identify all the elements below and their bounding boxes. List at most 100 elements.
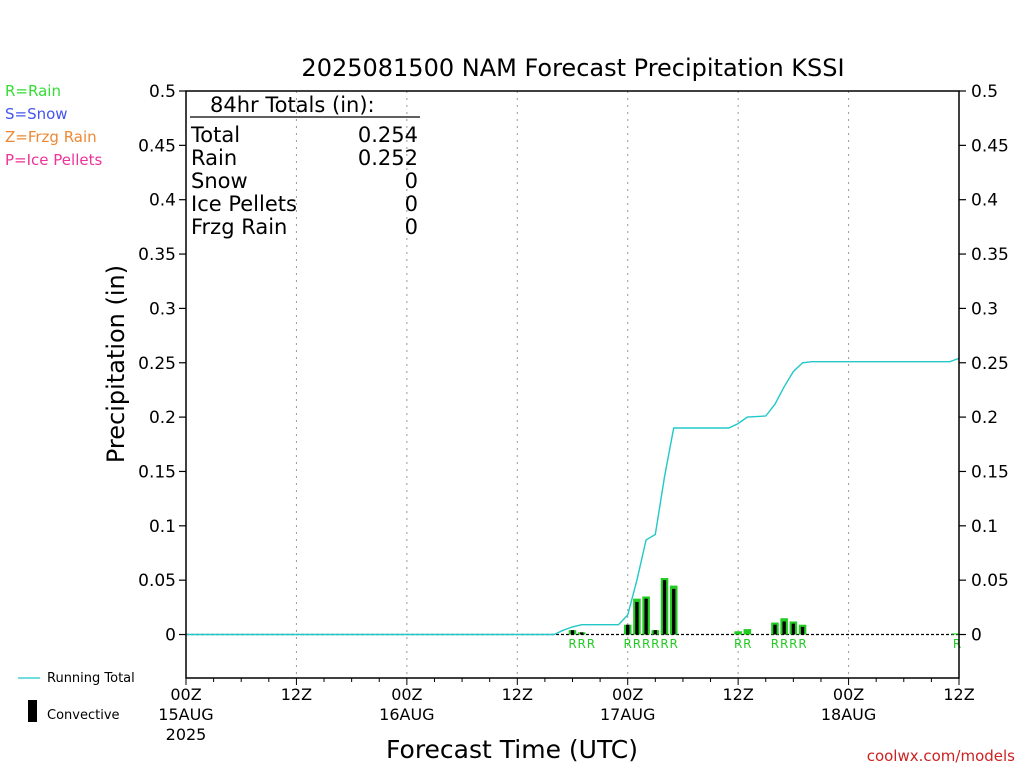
x-axis-label: Forecast Time (UTC) [386, 735, 638, 764]
precip-bar [734, 631, 742, 635]
running-total-line [186, 357, 960, 636]
y-tick-label: 0.25 [138, 354, 176, 374]
y-tick-label: 0.4 [971, 191, 998, 211]
ptype-label: R [660, 637, 668, 651]
x-tick-date: 17AUG [600, 705, 655, 724]
convective-bar [635, 601, 639, 635]
y-tick-label: 0.45 [138, 136, 176, 156]
y-tick-label: 0.05 [971, 571, 1009, 591]
precip-bars [568, 577, 959, 635]
running-total-series [186, 357, 960, 636]
ptype-label: R [734, 637, 742, 651]
x-tick-date: 18AUG [821, 705, 876, 724]
totals-row-label: Ice Pellets [191, 192, 297, 216]
bottom-legend: Running Total Convective [18, 671, 135, 723]
y-tick-label: 0.1 [971, 517, 998, 537]
totals-row-label: Total [190, 123, 240, 147]
x-tick-date: 16AUG [379, 705, 434, 724]
y-tick-label: 0.5 [971, 82, 998, 102]
y-tick-label: 0.1 [149, 517, 176, 537]
ptype-legend-item: R=Rain [5, 82, 61, 100]
convective-legend-label: Convective [47, 708, 120, 723]
ptype-legend-item: Z=Frzg Rain [5, 128, 97, 146]
x-tick-date: 15AUG [158, 705, 213, 724]
totals-row-label: Rain [191, 146, 237, 170]
y-tick-label: 0.45 [971, 136, 1009, 156]
x-tick-label: 00Z [612, 685, 643, 704]
x-tick-year: 2025 [166, 725, 207, 744]
totals-row-value: 0 [405, 169, 418, 193]
x-tick-label: 00Z [833, 685, 864, 704]
ptype-label: R [587, 637, 595, 651]
totals-row-label: Snow [191, 169, 248, 193]
ptype-label: R [651, 637, 659, 651]
convective-bar [800, 626, 805, 635]
y-tick-label: 0.15 [138, 462, 176, 482]
ptype-legend-item: P=Ice Pellets [5, 151, 102, 169]
x-tick-label: 12Z [502, 685, 533, 704]
x-tick-label: 12Z [943, 685, 974, 704]
y-tick-label: 0.2 [149, 408, 176, 428]
ptype-label: R [743, 637, 751, 651]
totals-box: 84hr Totals (in): Total 0.254 Rain 0.252 Sno… [190, 93, 420, 239]
ptype-legend: R=Rain S=Snow Z=Frzg Rain P=Ice Pellets [5, 82, 102, 169]
convective-bar [644, 598, 648, 635]
totals-row-value: 0 [405, 215, 418, 239]
convective-bar [672, 588, 676, 635]
totals-header: 84hr Totals (in): [210, 93, 375, 117]
ptype-label: R [633, 637, 641, 651]
convective-bar [580, 632, 584, 635]
convective-bar [662, 580, 667, 635]
convective-legend-swatch [28, 700, 37, 722]
watermark: coolwx.com/models [867, 747, 1015, 765]
ptype-label: R [578, 637, 586, 651]
ptype-label: R [670, 637, 678, 651]
plot-frame [185, 90, 960, 679]
precip-bar [951, 633, 959, 635]
y-tick-label: 0.15 [971, 462, 1009, 482]
y-tick-label: 0.35 [971, 245, 1009, 265]
totals-row-value: 0.252 [358, 146, 418, 170]
x-tick-label: 12Z [281, 685, 312, 704]
y-tick-label: 0 [165, 626, 176, 646]
convective-bar [773, 624, 777, 635]
ptype-label: R [953, 637, 961, 651]
chart-title: 2025081500 NAM Forecast Precipitation KS… [301, 54, 844, 82]
ptype-label: R [798, 637, 806, 651]
y-axis-right: 0 0.05 0.1 0.15 0.2 0.25 0.3 0.35 0.4 0.45 0.5 [959, 82, 1009, 646]
y-tick-label: 0.3 [149, 299, 176, 319]
y-tick-label: 0 [971, 626, 982, 646]
convective-bar [653, 630, 657, 635]
ptype-label: R [789, 637, 797, 651]
x-tick-label: 12Z [722, 685, 753, 704]
y-axis-left: 0 0.05 0.1 0.15 0.2 0.25 0.3 0.35 0.4 0.45 0.5 [138, 82, 186, 646]
y-axis-label: Precipitation (in) [102, 265, 130, 463]
convective-bar [782, 621, 786, 635]
running-total-legend-label: Running Total [47, 671, 135, 686]
y-tick-label: 0.25 [971, 354, 1009, 374]
totals-row-value: 0.254 [358, 123, 418, 147]
totals-row-label: Frzg Rain [191, 215, 287, 239]
y-tick-label: 0.5 [149, 82, 176, 102]
precip-bar [743, 629, 752, 635]
y-tick-label: 0.05 [138, 571, 176, 591]
convective-bar [791, 623, 796, 635]
convective-bar [626, 624, 630, 635]
ptype-label: R [624, 637, 632, 651]
x-tick-label: 00Z [391, 685, 422, 704]
ptype-label: R [642, 637, 650, 651]
ptype-label: R [780, 637, 788, 651]
convective-bar [570, 630, 575, 635]
ptype-legend-item: S=Snow [5, 105, 68, 123]
ptype-label: R [771, 637, 779, 651]
totals-row-value: 0 [405, 192, 418, 216]
grid-lines [295, 91, 850, 678]
y-tick-label: 0.4 [149, 191, 176, 211]
x-tick-label: 00Z [170, 685, 201, 704]
y-tick-label: 0.3 [971, 299, 998, 319]
y-tick-label: 0.2 [971, 408, 998, 428]
y-tick-label: 0.35 [138, 245, 176, 265]
